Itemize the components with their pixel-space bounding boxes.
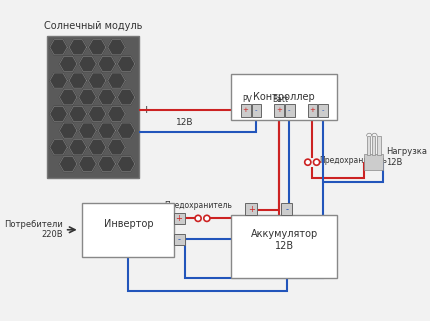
Bar <box>274 104 284 117</box>
Polygon shape <box>69 39 86 55</box>
Polygon shape <box>79 90 96 105</box>
Bar <box>252 104 261 117</box>
Polygon shape <box>108 106 125 122</box>
Polygon shape <box>98 156 116 171</box>
Text: -: - <box>177 235 180 244</box>
Bar <box>174 234 185 245</box>
Polygon shape <box>117 90 135 105</box>
Polygon shape <box>50 140 68 155</box>
Bar <box>364 154 383 170</box>
Circle shape <box>195 215 201 221</box>
Bar <box>246 204 257 215</box>
Circle shape <box>204 215 210 221</box>
Polygon shape <box>89 73 106 88</box>
Polygon shape <box>117 123 135 138</box>
Text: -: - <box>288 108 291 113</box>
Polygon shape <box>79 156 96 171</box>
Polygon shape <box>117 56 135 72</box>
Text: +: + <box>276 108 282 113</box>
Polygon shape <box>50 73 68 88</box>
Bar <box>82 203 175 257</box>
Polygon shape <box>98 56 116 72</box>
Bar <box>372 136 375 155</box>
Text: -: - <box>255 108 257 113</box>
Polygon shape <box>50 106 68 122</box>
Polygon shape <box>59 123 77 138</box>
Polygon shape <box>89 140 106 155</box>
Text: Контроллер: Контроллер <box>253 92 315 102</box>
Polygon shape <box>108 39 125 55</box>
Text: Аккумулятор
12В: Аккумулятор 12В <box>250 229 318 251</box>
Text: +: + <box>248 205 255 214</box>
Bar <box>231 215 337 278</box>
Text: 12В: 12В <box>176 118 194 127</box>
Circle shape <box>313 159 319 165</box>
Text: Нагрузка
12В: Нагрузка 12В <box>386 147 427 167</box>
Text: +: + <box>309 108 315 113</box>
Text: PV: PV <box>242 94 252 103</box>
Bar <box>377 136 381 155</box>
Bar <box>281 204 292 215</box>
Polygon shape <box>59 56 77 72</box>
Polygon shape <box>108 140 125 155</box>
Bar <box>285 104 295 117</box>
Bar <box>318 104 328 117</box>
Text: Предохранитель: Предохранитель <box>319 156 387 165</box>
Polygon shape <box>98 123 116 138</box>
Text: +: + <box>243 108 249 113</box>
Polygon shape <box>79 123 96 138</box>
Text: -: - <box>322 108 324 113</box>
Text: Потребители
220В: Потребители 220В <box>4 220 63 239</box>
Polygon shape <box>108 73 125 88</box>
Polygon shape <box>117 156 135 171</box>
Text: Солнечный модуль: Солнечный модуль <box>44 21 142 30</box>
Polygon shape <box>89 106 106 122</box>
Text: -: - <box>285 205 288 214</box>
Polygon shape <box>69 140 86 155</box>
Polygon shape <box>98 90 116 105</box>
Polygon shape <box>89 39 106 55</box>
Text: Инвертор: Инвертор <box>104 219 153 229</box>
Polygon shape <box>69 73 86 88</box>
Polygon shape <box>69 106 86 122</box>
Text: +: + <box>142 105 151 115</box>
Polygon shape <box>59 90 77 105</box>
Text: Batt: Batt <box>273 94 289 103</box>
Bar <box>47 36 139 178</box>
Bar <box>367 136 370 155</box>
Text: -: - <box>142 127 146 137</box>
Bar <box>308 104 317 117</box>
Polygon shape <box>79 56 96 72</box>
Polygon shape <box>50 39 68 55</box>
Polygon shape <box>59 156 77 171</box>
Text: Предохранитель: Предохранитель <box>164 201 232 210</box>
Text: +: + <box>175 214 182 223</box>
Bar <box>241 104 251 117</box>
Bar <box>231 74 337 120</box>
Circle shape <box>305 159 311 165</box>
Bar <box>174 213 185 224</box>
